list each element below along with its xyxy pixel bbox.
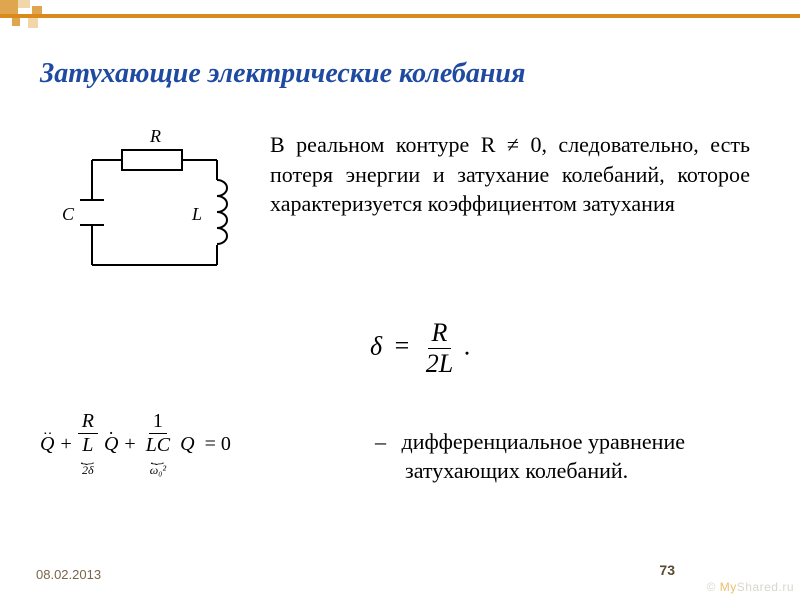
term-1lc: 1 LC ⏟ ω₀²: [142, 410, 174, 478]
slide-decor: [0, 0, 800, 30]
watermark: © MyShared.ru: [707, 580, 794, 594]
term-qddot: Q: [40, 433, 54, 456]
eq-tail: .: [464, 331, 471, 360]
label-r: R: [149, 126, 161, 146]
eq-sign: =: [395, 331, 410, 360]
eq-lhs: δ: [370, 331, 382, 360]
label-c: C: [62, 204, 75, 224]
plus-1: +: [60, 433, 71, 456]
equation-differential: Q + R L ⏟ 2δ Q + 1 LC ⏟ ω₀² Q = 0: [40, 410, 231, 478]
wm-prefix: ©: [707, 580, 720, 594]
eq-fraction: R 2L: [422, 318, 457, 379]
circuit-diagram: R C L: [52, 120, 252, 290]
term-qdot: Q: [104, 433, 118, 456]
equation-damping-coeff: δ = R 2L .: [370, 318, 470, 379]
underbrace-icon: ⏟: [151, 457, 164, 463]
f1-num: R: [78, 410, 98, 434]
slide-title: Затухающие электрические колебания: [40, 58, 525, 90]
date-text: 08.02.2013: [36, 567, 101, 582]
term-q: Q: [180, 433, 194, 456]
wm-suffix: .ru: [778, 580, 794, 594]
term-rl: R L ⏟ 2δ: [78, 410, 98, 478]
label-l: L: [191, 204, 202, 224]
page-text: 73: [659, 562, 675, 578]
f2-num: 1: [149, 410, 167, 434]
slide-date: 08.02.2013: [36, 567, 101, 582]
equation-caption: – дифференциальное уравнение затухающих …: [405, 428, 800, 485]
f2-sub: ω₀²: [150, 463, 166, 478]
body-text-content: В реальном контуре R ≠ 0, следовательно,…: [270, 132, 750, 216]
underbrace-icon: ⏟: [81, 457, 94, 463]
caption-text: дифференциальное уравнение затухающих ко…: [402, 429, 685, 483]
caption-dash: –: [375, 429, 386, 454]
title-text: Затухающие электрические колебания: [40, 58, 525, 89]
plus-2: +: [124, 433, 135, 456]
wm-brand1: My: [720, 580, 737, 594]
frac-den: 2L: [422, 349, 457, 379]
eq-zero: = 0: [205, 433, 231, 456]
frac-num: R: [428, 318, 452, 349]
f1-sub: 2δ: [82, 463, 94, 478]
wm-brand2: Shared: [737, 580, 779, 594]
page-number: 73: [659, 562, 675, 578]
body-paragraph: В реальном контуре R ≠ 0, следовательно,…: [270, 130, 750, 219]
